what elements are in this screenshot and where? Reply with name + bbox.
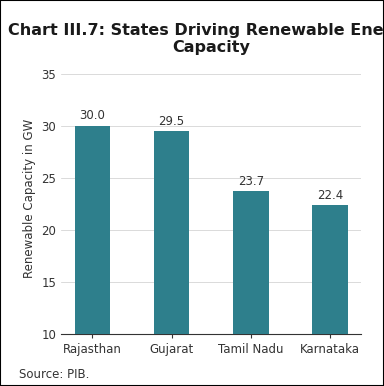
Bar (233, 191, 268, 334)
Text: 22.4: 22.4 (317, 188, 343, 201)
Title: Chart III.7: States Driving Renewable Energy
Capacity: Chart III.7: States Driving Renewable En… (8, 23, 384, 55)
Bar (154, 131, 189, 334)
Bar (312, 205, 348, 334)
Text: 29.5: 29.5 (159, 115, 185, 128)
Bar (74, 125, 110, 334)
Y-axis label: Renewable Capacity in GW: Renewable Capacity in GW (23, 119, 36, 278)
Text: Source: PIB.: Source: PIB. (19, 368, 89, 381)
Text: 30.0: 30.0 (79, 110, 105, 122)
Text: 23.7: 23.7 (238, 175, 264, 188)
